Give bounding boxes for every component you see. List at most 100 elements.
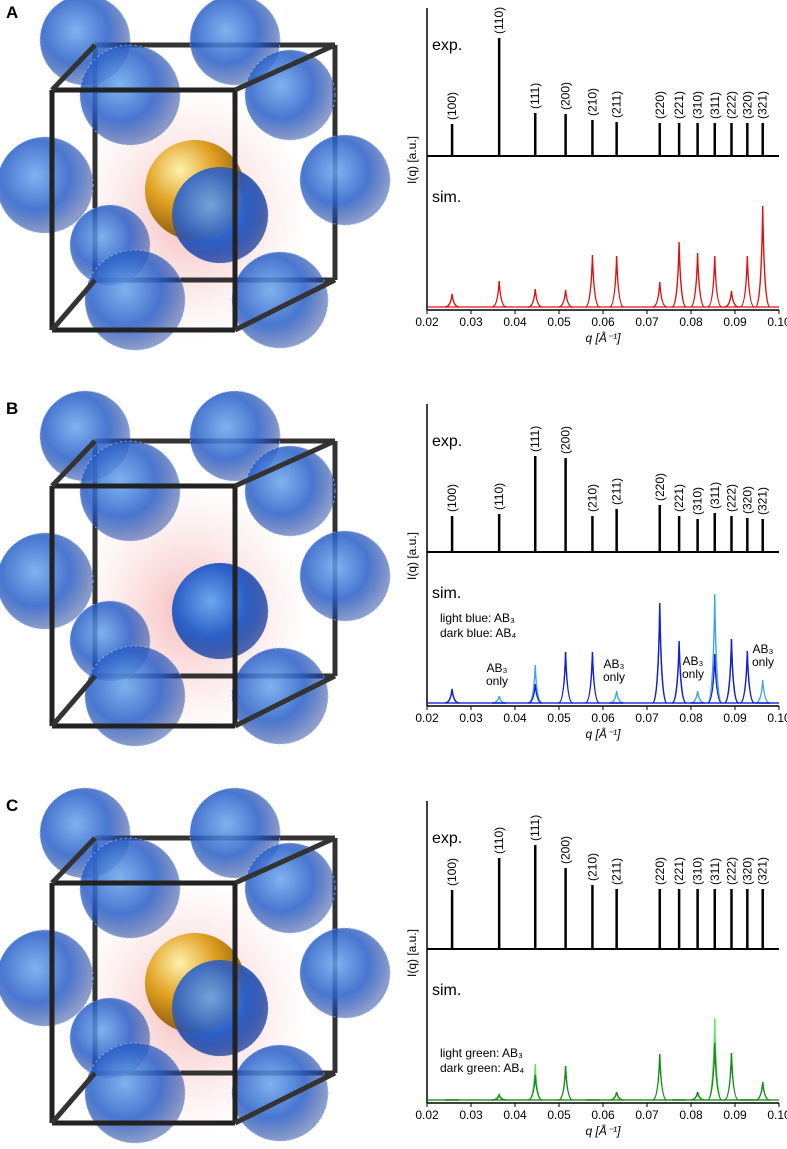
cube-edge (233, 277, 337, 333)
x-tick-label: 0.08 (679, 1108, 703, 1122)
hkl-label: (200) (559, 836, 573, 864)
protein-cage (79, 837, 181, 939)
sim-peak (671, 640, 687, 704)
x-tick-label: 0.10 (767, 1108, 787, 1122)
sim-peak (724, 290, 739, 308)
protein-cage (172, 167, 268, 263)
protein-cage (0, 929, 94, 1027)
hkl-label: (320) (740, 486, 754, 514)
hkl-label: (311) (708, 482, 722, 509)
hkl-label: (111) (528, 83, 542, 109)
sim-peak (609, 255, 624, 308)
x-tick-label: 0.04 (503, 315, 527, 329)
protein-cage (299, 530, 391, 622)
x-tick-label: 0.09 (723, 711, 747, 725)
protein-cage (0, 136, 94, 234)
hkl-label: (222) (724, 857, 738, 885)
sim-peak (755, 1081, 770, 1101)
x-tick-label: 0.05 (547, 315, 571, 329)
annotation: only (682, 667, 704, 681)
sim-peak (609, 690, 624, 704)
panel-label: A (6, 3, 18, 22)
hkl-label: (111) (528, 815, 542, 841)
sim-peak (652, 1053, 668, 1101)
protein-cage (79, 440, 181, 542)
y-axis-label: I(q) [a.u.] (405, 929, 419, 977)
hkl-label: (321) (756, 91, 770, 119)
cube-edge (233, 1070, 337, 1126)
sim-peak (491, 280, 507, 308)
x-tick-label: 0.05 (547, 1108, 571, 1122)
cube-edge (50, 439, 97, 488)
cube-edge (50, 43, 97, 92)
cube-edge (233, 42, 337, 93)
hkl-label: (100) (445, 858, 459, 886)
x-tick-label: 0.02 (415, 1108, 439, 1122)
hkl-label: (200) (559, 82, 573, 110)
hkl-label: (211) (610, 91, 624, 118)
protein-cage (79, 44, 181, 146)
exp-label: exp. (432, 433, 462, 450)
annotation: AB₃ (753, 642, 774, 656)
hkl-label: (320) (740, 857, 754, 885)
cube-edge (233, 835, 337, 886)
structure-illustration (0, 390, 391, 747)
x-tick-label: 0.10 (767, 315, 787, 329)
sim-peak (558, 651, 573, 704)
x-tick-label: 0.07 (635, 1108, 659, 1122)
sim-label: sim. (432, 982, 461, 999)
hkl-label: (220) (653, 473, 667, 501)
sim-peak (585, 254, 600, 308)
y-axis-label: I(q) [a.u.] (405, 136, 419, 184)
cube-edge (233, 438, 337, 489)
sim-peak (528, 1074, 543, 1101)
sim-peak (558, 1065, 573, 1101)
protein-cage (189, 787, 281, 879)
sim-peak (707, 1042, 723, 1101)
hkl-label: (210) (585, 88, 599, 116)
x-tick-label: 0.06 (591, 711, 615, 725)
legend-entry: light blue: AB₃ (440, 611, 515, 625)
hkl-label: (220) (653, 91, 667, 119)
x-tick-label: 0.09 (723, 315, 747, 329)
x-tick-label: 0.06 (591, 1108, 615, 1122)
protein-cage (84, 249, 186, 351)
structure-illustration (0, 0, 391, 351)
hkl-label: (110) (492, 483, 506, 510)
sim-peak (690, 1091, 705, 1101)
annotation: only (603, 670, 625, 684)
sim-peak (724, 1052, 739, 1101)
sim-peak (444, 293, 460, 308)
x-tick-label: 0.03 (459, 315, 483, 329)
sim-peak (558, 289, 573, 308)
annotation: only (752, 655, 774, 669)
annotation: AB₃ (487, 661, 508, 675)
structure-illustration (0, 787, 391, 1144)
cube-edge (50, 836, 97, 885)
hkl-label: (311) (708, 92, 722, 119)
cube-edge (50, 278, 97, 332)
x-tick-label: 0.07 (635, 315, 659, 329)
annotation: AB₃ (604, 657, 625, 671)
sim-peak (528, 288, 543, 308)
sim-peak (739, 255, 755, 308)
sim-peak (690, 252, 705, 308)
x-tick-label: 0.03 (459, 711, 483, 725)
x-tick-label: 0.10 (767, 711, 787, 725)
hkl-label: (210) (585, 853, 599, 881)
protein-cage (84, 1042, 186, 1144)
x-tick-label: 0.09 (723, 1108, 747, 1122)
hkl-label: (200) (559, 426, 573, 454)
hkl-label: (110) (492, 7, 506, 34)
x-tick-label: 0.08 (679, 711, 703, 725)
hkl-label: (310) (691, 857, 705, 885)
sim-peak (492, 695, 507, 704)
x-tick-label: 0.02 (415, 315, 439, 329)
hkl-label: (321) (756, 857, 770, 885)
protein-cage (244, 49, 336, 141)
hkl-label: (211) (610, 478, 624, 505)
y-axis-label: I(q) [a.u.] (405, 532, 419, 580)
hkl-label: (211) (610, 858, 624, 885)
sim-peak (528, 683, 543, 704)
